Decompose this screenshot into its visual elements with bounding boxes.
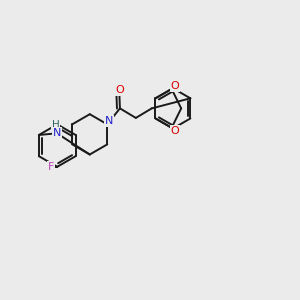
Text: H: H [52,120,59,130]
Text: O: O [171,126,180,136]
Text: N: N [104,116,113,126]
Text: O: O [171,81,180,91]
Text: F: F [48,162,54,172]
Text: O: O [115,85,124,95]
Text: N: N [53,128,61,138]
